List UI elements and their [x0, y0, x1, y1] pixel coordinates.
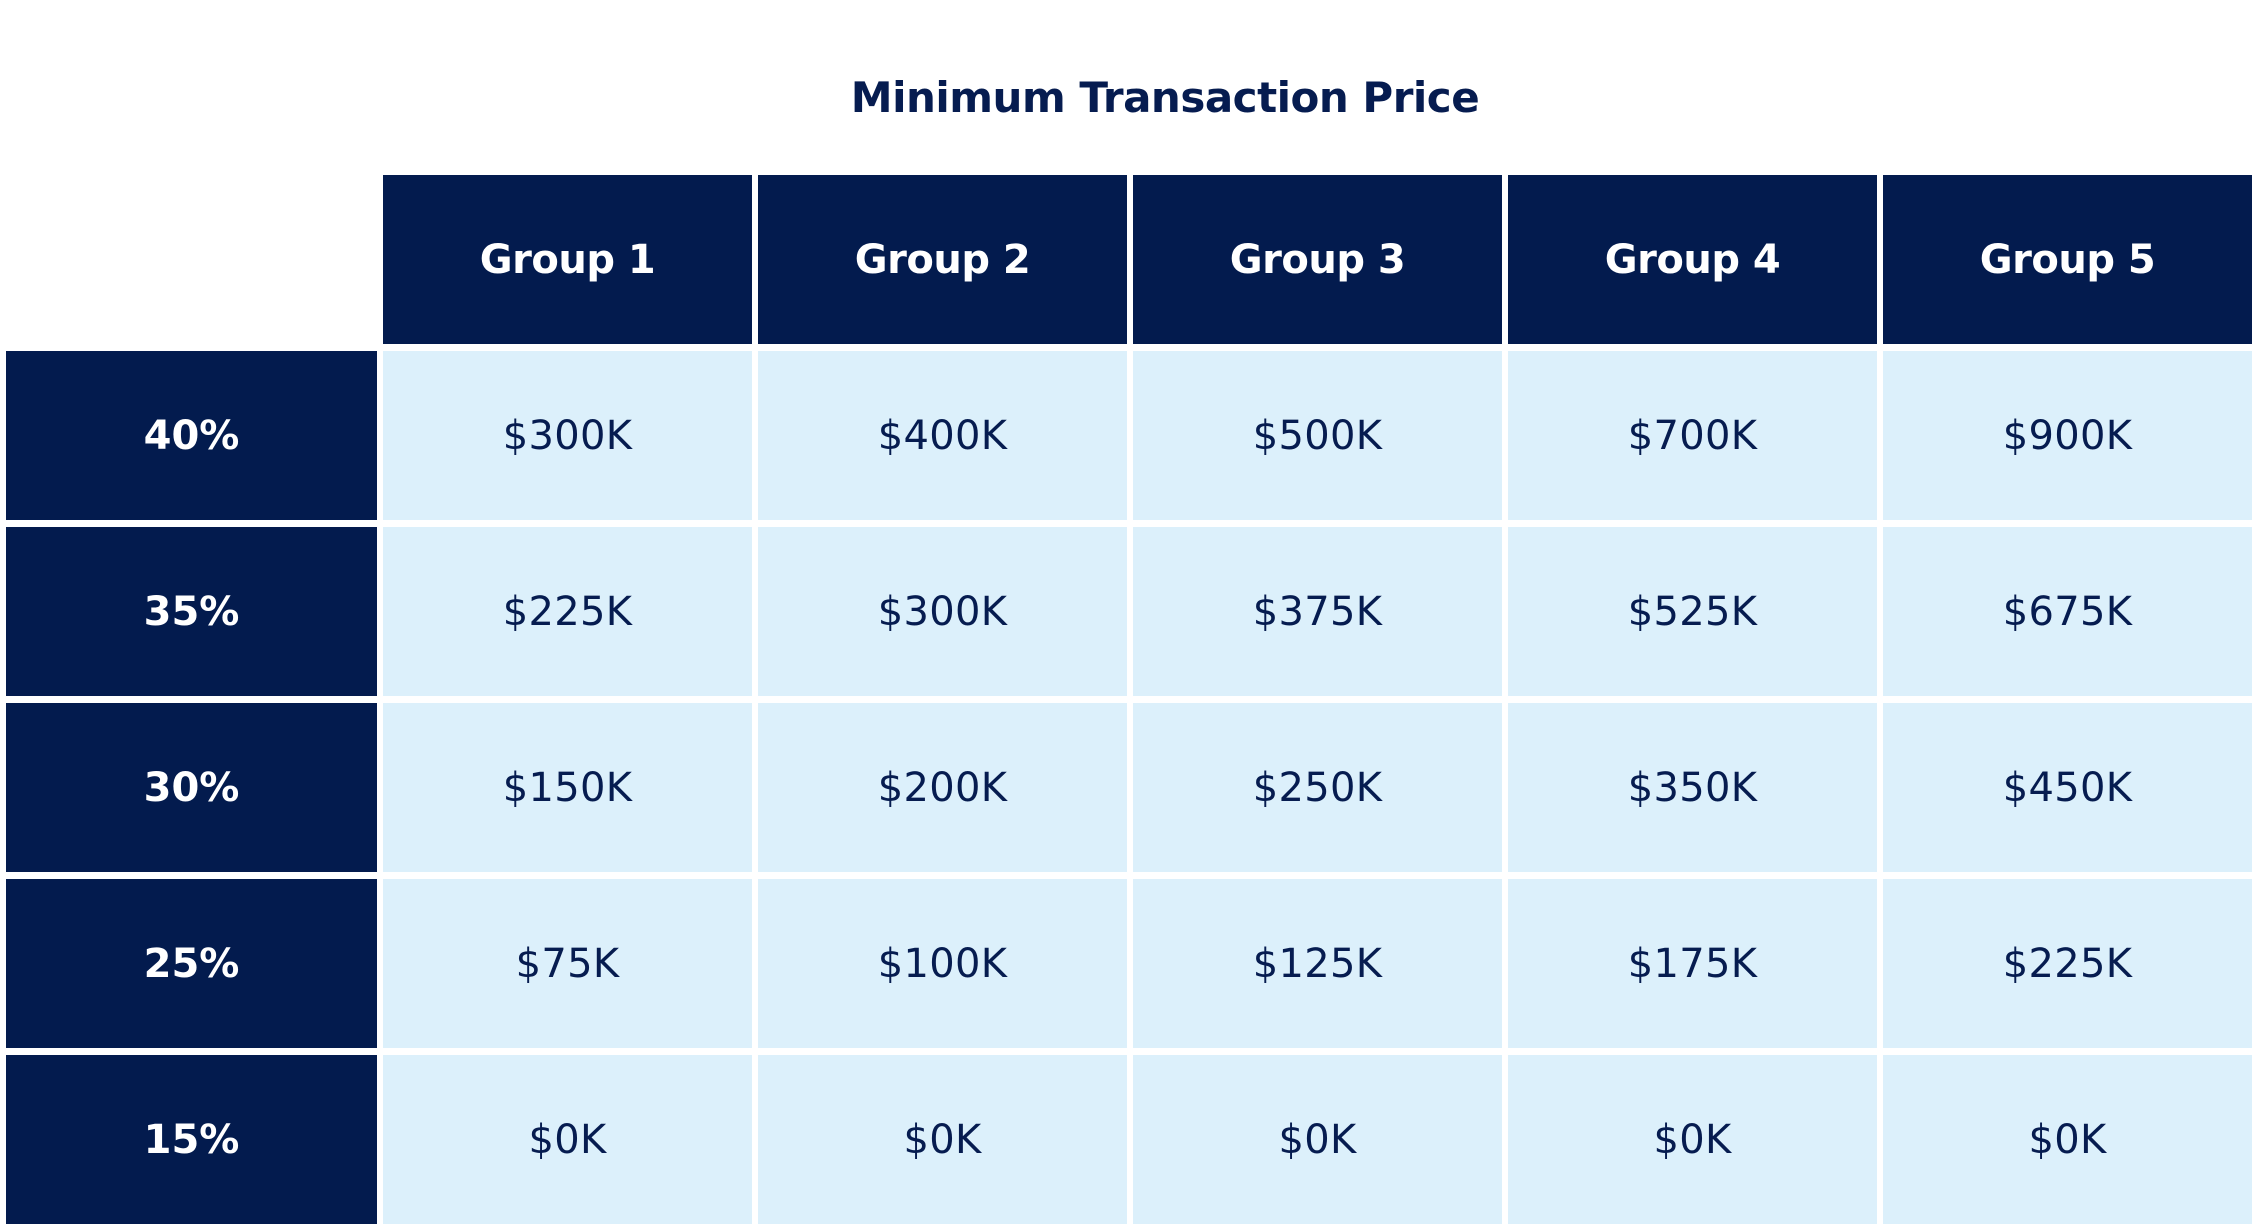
- table-cell: $75K: [383, 879, 752, 1048]
- table-cell: $0K: [1133, 1055, 1502, 1224]
- table-cell: $300K: [383, 351, 752, 520]
- table-title: Minimum Transaction Price: [850, 73, 1480, 122]
- table-cell: $350K: [1508, 703, 1877, 872]
- price-table: Group 1 Group 2 Group 3 Group 4 Group 5 …: [6, 175, 2252, 1224]
- table-cell: $0K: [758, 1055, 1127, 1224]
- table-cell: $175K: [1508, 879, 1877, 1048]
- column-header-group-4: Group 4: [1508, 175, 1877, 344]
- column-header-group-2: Group 2: [758, 175, 1127, 344]
- table-cell: $900K: [1883, 351, 2252, 520]
- table-cell: $400K: [758, 351, 1127, 520]
- column-header-group-3: Group 3: [1133, 175, 1502, 344]
- table-cell: $525K: [1508, 527, 1877, 696]
- table-cell: $375K: [1133, 527, 1502, 696]
- table-cell: $225K: [1883, 879, 2252, 1048]
- table-cell: $700K: [1508, 351, 1877, 520]
- row-header: 30%: [6, 703, 377, 872]
- table-cell: $200K: [758, 703, 1127, 872]
- table-cell: $500K: [1133, 351, 1502, 520]
- table-cell: $225K: [383, 527, 752, 696]
- table-cell: $675K: [1883, 527, 2252, 696]
- table-corner: [6, 175, 377, 344]
- row-header: 15%: [6, 1055, 377, 1224]
- table-cell: $0K: [383, 1055, 752, 1224]
- table-cell: $100K: [758, 879, 1127, 1048]
- table-cell: $0K: [1508, 1055, 1877, 1224]
- column-header-group-1: Group 1: [383, 175, 752, 344]
- table-cell: $450K: [1883, 703, 2252, 872]
- row-header: 25%: [6, 879, 377, 1048]
- row-header: 35%: [6, 527, 377, 696]
- table-cell: $125K: [1133, 879, 1502, 1048]
- table-cell: $300K: [758, 527, 1127, 696]
- row-header: 40%: [6, 351, 377, 520]
- table-cell: $0K: [1883, 1055, 2252, 1224]
- table-cell: $150K: [383, 703, 752, 872]
- table-cell: $250K: [1133, 703, 1502, 872]
- column-header-group-5: Group 5: [1883, 175, 2252, 344]
